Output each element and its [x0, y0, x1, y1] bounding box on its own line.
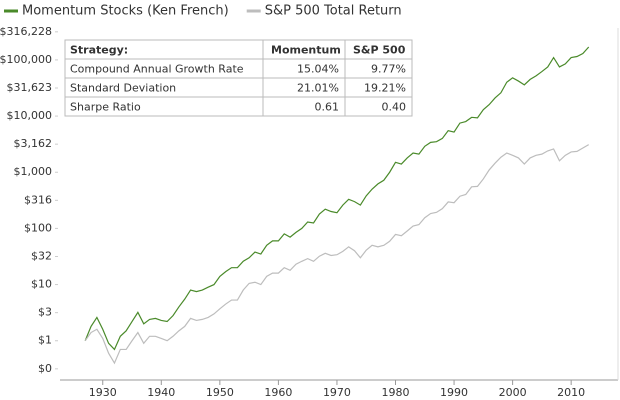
x-tick-label: 1950 — [206, 386, 234, 399]
table-cell: 21.01% — [297, 82, 339, 95]
y-tick-label: $316,228 — [0, 25, 52, 38]
table-cell: Compound Annual Growth Rate — [70, 63, 244, 76]
series-line — [84, 46, 590, 351]
y-tick-label: $1,000 — [14, 165, 53, 178]
y-tick-label: $0 — [38, 362, 52, 375]
y-tick-label: $10,000 — [7, 109, 53, 122]
legend-label: Momentum Stocks (Ken French) — [22, 4, 229, 19]
y-tick-label: $316 — [24, 193, 52, 206]
y-tick-label: $10 — [31, 278, 52, 291]
table-header: S&P 500 — [353, 44, 406, 57]
table-cell: 15.04% — [297, 63, 339, 76]
x-tick-label: 2010 — [557, 386, 585, 399]
y-tick-label: $1 — [38, 334, 52, 347]
x-tick-label: 1980 — [382, 386, 410, 399]
table-cell: 19.21% — [364, 82, 406, 95]
table-cell: 0.40 — [382, 101, 407, 114]
table-cell: 0.61 — [315, 101, 340, 114]
table-cell: Standard Deviation — [70, 82, 176, 95]
legend-label: S&P 500 Total Return — [265, 4, 402, 19]
x-tick-label: 2000 — [499, 386, 527, 399]
y-tick-label: $3,162 — [14, 137, 53, 150]
y-tick-label: $100,000 — [0, 53, 52, 66]
y-tick-label: $3 — [38, 306, 52, 319]
y-tick-label: $100 — [24, 221, 52, 234]
table-cell: Sharpe Ratio — [70, 101, 141, 114]
table-header: Strategy: — [70, 44, 128, 57]
y-tick-label: $31,623 — [7, 81, 53, 94]
x-tick-label: 1930 — [89, 386, 117, 399]
x-tick-label: 1990 — [440, 386, 468, 399]
x-tick-label: 1940 — [147, 386, 175, 399]
x-tick-label: 1960 — [264, 386, 292, 399]
y-tick-label: $32 — [31, 249, 52, 262]
x-tick-label: 1970 — [323, 386, 351, 399]
table-header: Momentum — [271, 44, 341, 57]
table-cell: 9.77% — [371, 63, 406, 76]
series-line — [84, 144, 590, 365]
